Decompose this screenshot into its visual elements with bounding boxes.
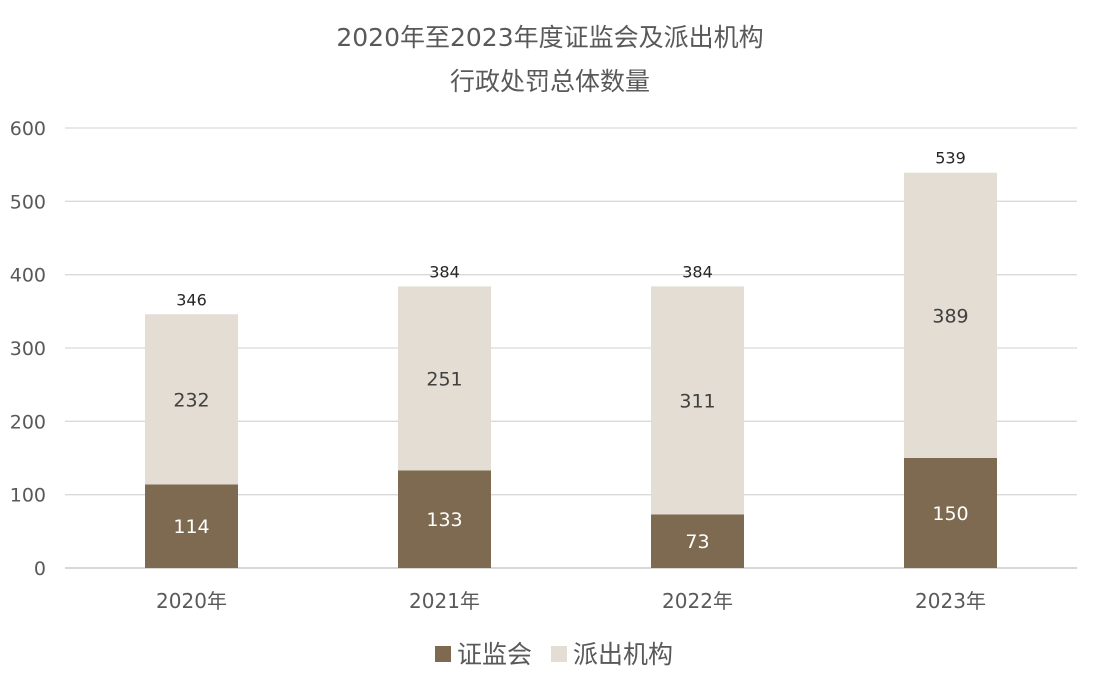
x-category-label: 2022年 <box>662 589 733 613</box>
bar-segment <box>145 314 238 485</box>
bar-segment <box>904 172 997 458</box>
data-label: 232 <box>173 389 209 411</box>
y-tick-label: 300 <box>10 338 46 360</box>
chart-subtitle: 行政处罚总体数量 <box>450 67 650 96</box>
legend-label: 派出机构 <box>573 640 673 669</box>
y-axis-ticks: 0 100 200 300 400 500 600 <box>10 118 46 580</box>
total-label: 384 <box>429 262 460 281</box>
legend: 证监会 派出机构 <box>435 640 673 669</box>
legend-label: 证监会 <box>457 640 532 669</box>
bar-segment <box>904 458 997 568</box>
y-tick-label: 100 <box>10 485 46 507</box>
data-label: 251 <box>426 368 462 390</box>
bar-segment <box>145 484 238 568</box>
data-label: 114 <box>173 516 209 538</box>
total-label: 346 <box>176 290 207 309</box>
x-category-label: 2023年 <box>915 589 986 613</box>
x-axis-categories: 2020年 2021年 2022年 2023年 <box>156 589 986 613</box>
y-tick-label: 0 <box>34 558 46 580</box>
x-category-label: 2020年 <box>156 589 227 613</box>
x-category-label: 2021年 <box>409 589 480 613</box>
y-tick-label: 400 <box>10 265 46 287</box>
legend-swatch <box>551 646 567 662</box>
y-tick-label: 500 <box>10 191 46 213</box>
data-label: 73 <box>685 531 709 553</box>
data-label: 150 <box>932 503 968 525</box>
total-label: 539 <box>935 149 966 168</box>
bar-segment <box>398 470 491 568</box>
data-label: 133 <box>426 509 462 531</box>
data-label: 311 <box>679 390 715 412</box>
chart-title: 2020年至2023年度证监会及派出机构 <box>336 23 763 52</box>
legend-swatch <box>435 646 451 662</box>
total-label: 384 <box>682 262 713 281</box>
bar-segment <box>651 286 744 515</box>
data-label: 389 <box>932 305 968 327</box>
bar-segment <box>651 514 744 568</box>
y-tick-label: 600 <box>10 118 46 140</box>
bar-segment <box>398 286 491 471</box>
y-tick-label: 200 <box>10 411 46 433</box>
bars: 114 232 346 133 251 384 73 311 384 150 389 539 <box>145 149 997 568</box>
